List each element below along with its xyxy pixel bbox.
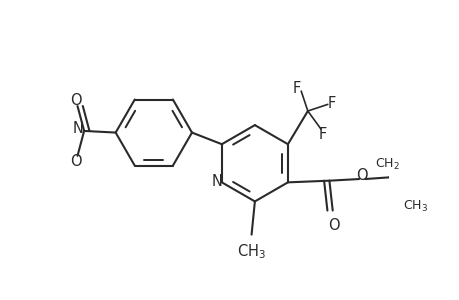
Text: CH$_3$: CH$_3$	[236, 242, 265, 261]
Text: O: O	[328, 218, 340, 233]
Text: CH$_2$: CH$_2$	[374, 157, 399, 172]
Text: CH$_3$: CH$_3$	[402, 199, 427, 214]
Text: N: N	[212, 174, 223, 189]
Text: O: O	[70, 93, 82, 108]
Text: F: F	[327, 96, 335, 111]
Text: O: O	[355, 168, 367, 183]
Text: F: F	[292, 81, 301, 96]
Text: O: O	[70, 154, 82, 169]
Text: N: N	[73, 122, 83, 136]
Text: F: F	[318, 127, 326, 142]
